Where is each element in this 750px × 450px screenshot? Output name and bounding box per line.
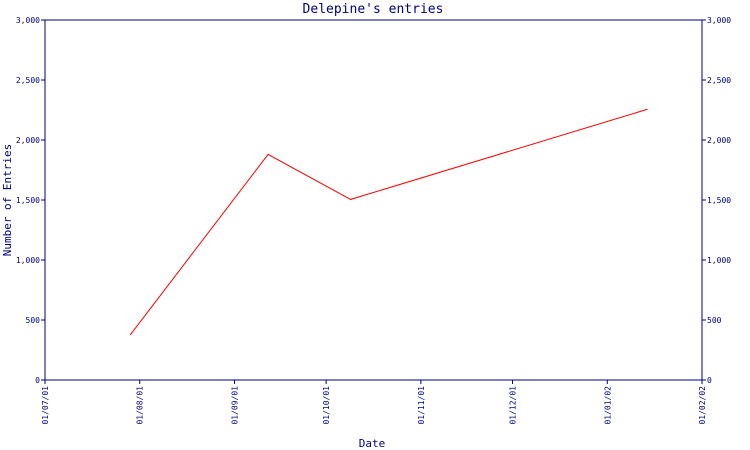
y-tick-label-left: 2,000 <box>16 136 40 145</box>
y-tick-label-left: 3,000 <box>16 16 40 25</box>
x-tick-label: 01/09/01 <box>230 386 239 425</box>
y-tick-label-right: 1,000 <box>707 256 731 265</box>
series-layer <box>129 108 648 335</box>
y-tick-label-left: 500 <box>26 316 41 325</box>
y-tick-label-right: 500 <box>707 316 722 325</box>
data-point <box>646 108 648 110</box>
x-tick-label: 01/01/02 <box>603 386 612 425</box>
y-tick-label-left: 1,000 <box>16 256 40 265</box>
data-point <box>267 153 269 155</box>
y-tick-label-left: 0 <box>35 376 40 385</box>
x-tick-label: 01/08/01 <box>136 386 145 425</box>
plot-area-frame <box>44 19 703 381</box>
x-axis: 01/07/01 01/08/01 01/09/01 01/10/01 01/11/01… <box>41 380 707 425</box>
x-tick-label: 01/10/01 <box>322 386 331 425</box>
y-tick-label-right: 1,500 <box>707 196 731 205</box>
x-tick-label: 01/12/01 <box>509 386 518 425</box>
y-axis-left: 0 500 1,000 1,500 2,000 2,500 3,000 <box>16 16 45 385</box>
x-tick-label: 01/11/01 <box>417 386 426 425</box>
x-axis-label: Date <box>359 437 386 450</box>
y-axis-label: Number of Entries <box>1 144 14 257</box>
chart-title: Delepine's entries <box>303 2 444 17</box>
y-axis-right: 0 500 1,000 1,500 2,000 2,500 3,000 <box>702 16 731 385</box>
data-point <box>129 333 132 335</box>
x-tick-label: 01/02/02 <box>698 386 707 425</box>
y-tick-label-right: 2,000 <box>707 136 731 145</box>
y-tick-label-left: 2,500 <box>16 76 40 85</box>
y-tick-label-right: 2,500 <box>707 76 731 85</box>
y-tick-label-right: 3,000 <box>707 16 731 25</box>
y-tick-label-right: 0 <box>707 376 712 385</box>
y-tick-label-left: 1,500 <box>16 196 40 205</box>
data-point <box>349 198 352 200</box>
x-tick-label: 01/07/01 <box>41 386 50 425</box>
series-line <box>130 108 648 335</box>
